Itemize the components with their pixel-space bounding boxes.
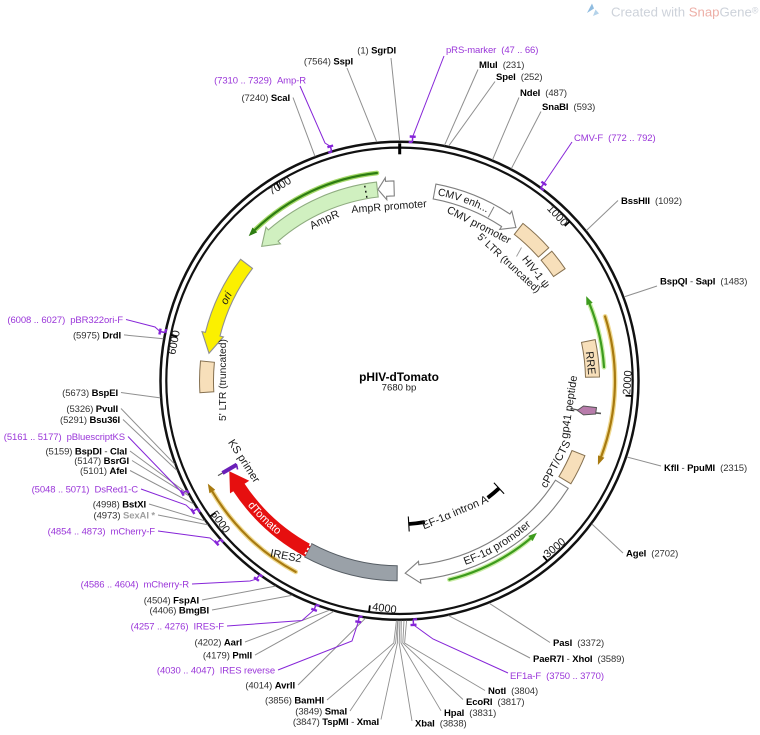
svg-text:KflI - PpuMI (2315): KflI - PpuMI (2315) <box>664 463 747 474</box>
svg-text:(3847) TspMI - XmaI: (3847) TspMI - XmaI <box>293 717 379 728</box>
svg-text:(4179) PmlI: (4179) PmlI <box>203 650 252 661</box>
svg-text:NotI (3804): NotI (3804) <box>488 686 538 697</box>
svg-text:(4998) BstXI: (4998) BstXI <box>93 499 146 510</box>
svg-text:(4973) SexAI *: (4973) SexAI * <box>94 510 156 521</box>
svg-text:BspQI - SapI (1483): BspQI - SapI (1483) <box>660 276 747 287</box>
svg-text:(7310 .. 7329) Amp-R: (7310 .. 7329) Amp-R <box>214 75 306 86</box>
svg-text:(3856) BamHI: (3856) BamHI <box>265 695 324 706</box>
svg-text:SnaBI (593): SnaBI (593) <box>542 102 595 113</box>
svg-text:(5048 .. 5071) DsRed1-C: (5048 .. 5071) DsRed1-C <box>32 484 139 495</box>
svg-text:5' LTR (truncated): 5' LTR (truncated) <box>218 339 229 421</box>
svg-text:(1) SgrDI: (1) SgrDI <box>357 45 396 56</box>
svg-text:(4030 .. 4047) IRES reverse: (4030 .. 4047) IRES reverse <box>157 665 275 676</box>
svg-text:(4202) AarI: (4202) AarI <box>195 637 243 648</box>
svg-text:(3849) SmaI: (3849) SmaI <box>295 706 347 717</box>
svg-text:XbaI (3838): XbaI (3838) <box>415 718 467 729</box>
svg-text:(7240) ScaI: (7240) ScaI <box>241 93 290 104</box>
svg-text:(4854 .. 4873) mCherry-F: (4854 .. 4873) mCherry-F <box>48 526 156 537</box>
svg-text:BssHII (1092): BssHII (1092) <box>621 196 682 207</box>
svg-text:(5291) Bsu36I: (5291) Bsu36I <box>60 415 120 426</box>
svg-text:(4257 .. 4276) IRES-F: (4257 .. 4276) IRES-F <box>131 621 225 632</box>
svg-text:(4014) AvrII: (4014) AvrII <box>245 680 295 691</box>
svg-text:AgeI (2702): AgeI (2702) <box>626 548 678 559</box>
svg-text:PaeR7I - XhoI (3589): PaeR7I - XhoI (3589) <box>533 654 624 665</box>
svg-text:(7564) SspI: (7564) SspI <box>304 56 353 67</box>
svg-text:CMV-F (772 .. 792): CMV-F (772 .. 792) <box>574 133 656 144</box>
svg-text:PasI (3372): PasI (3372) <box>553 638 604 649</box>
svg-text:SpeI (252): SpeI (252) <box>496 72 542 83</box>
svg-text:(5673) BspEI: (5673) BspEI <box>62 388 118 399</box>
svg-text:RRE: RRE <box>583 351 597 375</box>
svg-text:EcoRI (3817): EcoRI (3817) <box>466 697 524 708</box>
svg-text:MluI (231): MluI (231) <box>479 60 524 71</box>
svg-text:(4406) BmgBI: (4406) BmgBI <box>149 605 209 616</box>
svg-text:(5159) BspDI - ClaI: (5159) BspDI - ClaI <box>45 446 127 457</box>
svg-text:(5101) AfeI: (5101) AfeI <box>80 466 127 477</box>
svg-text:(6008 .. 6027) pBR322ori-F: (6008 .. 6027) pBR322ori-F <box>7 315 123 326</box>
svg-text:2000: 2000 <box>621 370 635 395</box>
svg-text:(5161 .. 5177) pBluescriptKS: (5161 .. 5177) pBluescriptKS <box>4 432 125 443</box>
svg-text:(5975) DrdI: (5975) DrdI <box>73 330 121 341</box>
svg-text:NdeI (487): NdeI (487) <box>520 88 567 99</box>
svg-text:7680 bp: 7680 bp <box>382 383 417 394</box>
svg-text:(5326) PvuII: (5326) PvuII <box>66 404 118 415</box>
svg-text:pRS-marker (47 .. 66): pRS-marker (47 .. 66) <box>446 45 538 56</box>
svg-text:(4586 .. 4604) mCherry-R: (4586 .. 4604) mCherry-R <box>81 579 190 590</box>
svg-text:Created with SnapGene®: Created with SnapGene® <box>611 5 759 20</box>
svg-text:EF1a-F (3750 .. 3770): EF1a-F (3750 .. 3770) <box>510 671 604 682</box>
